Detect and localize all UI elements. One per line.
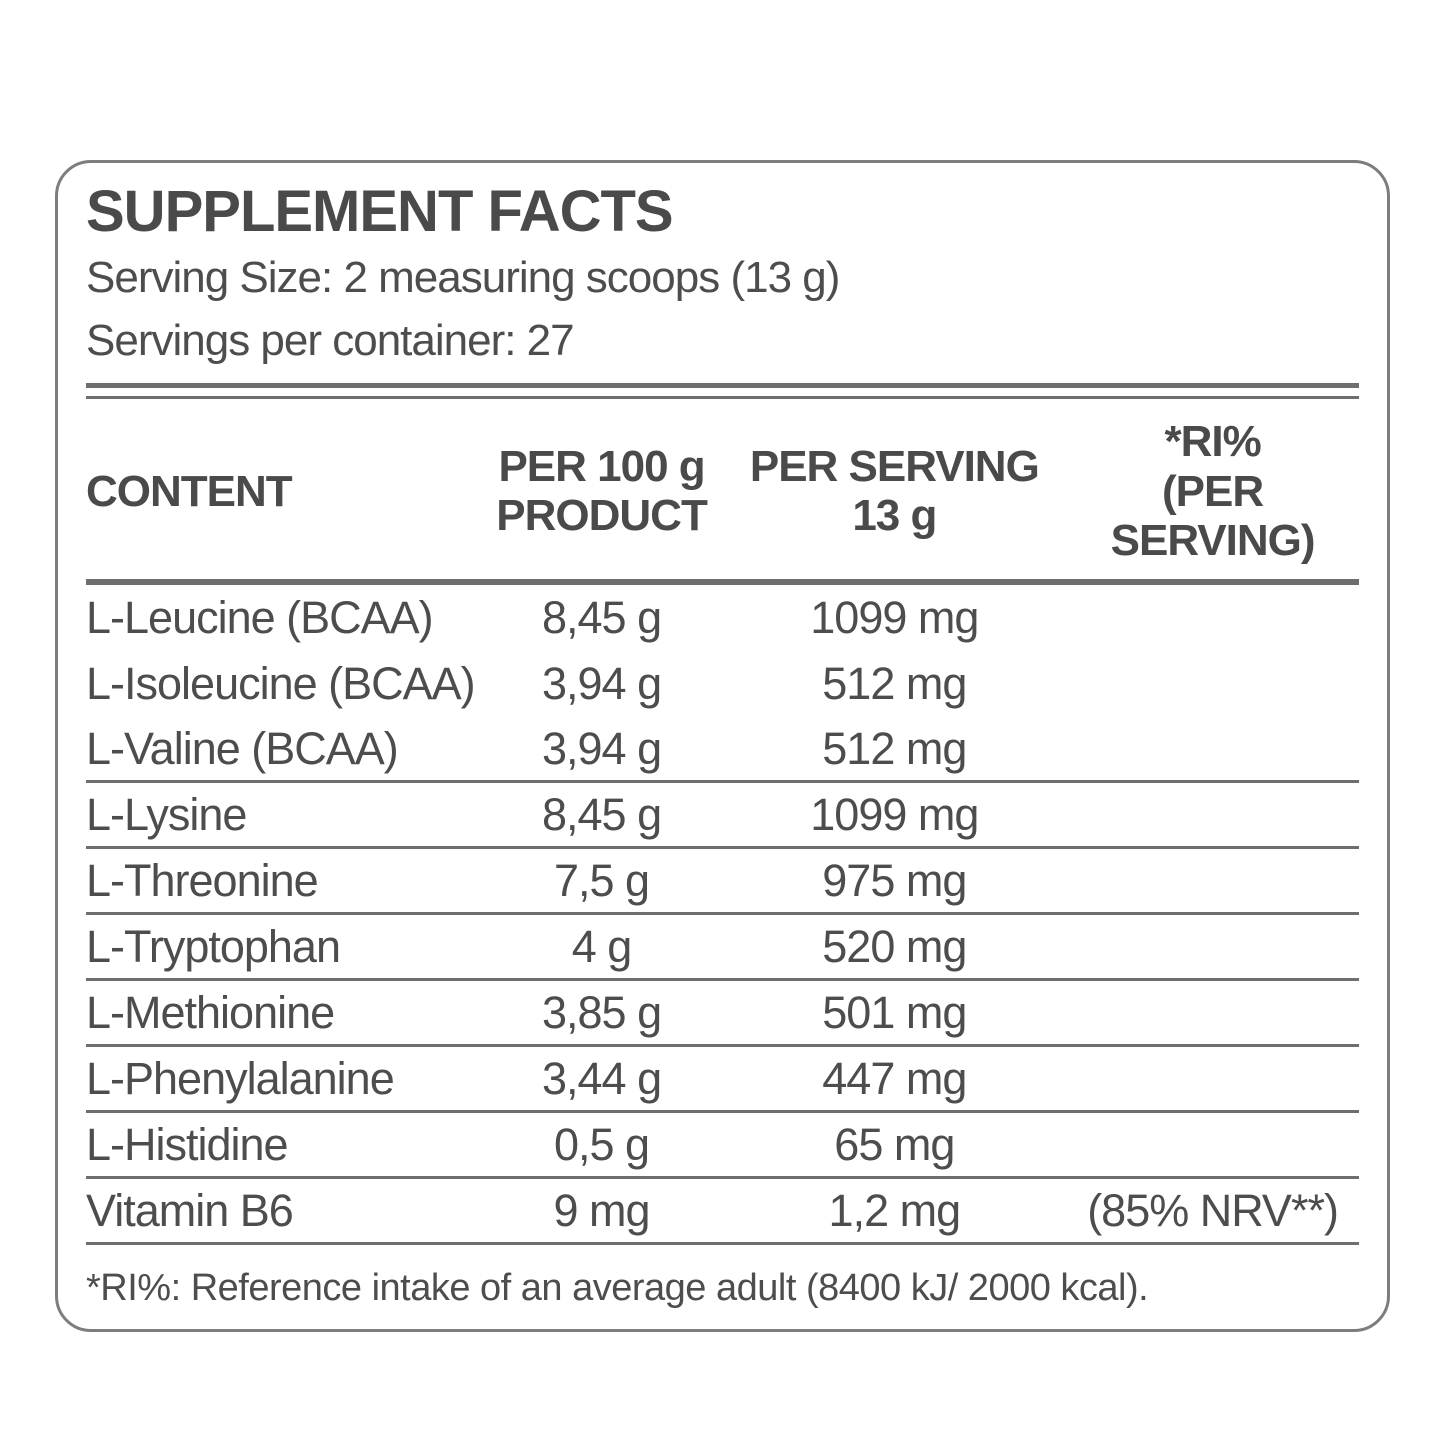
per-100g-cell: 9 mg xyxy=(553,1184,651,1236)
per-serving-cell: 512 mg xyxy=(822,722,967,774)
content-cell: L-Lysine xyxy=(86,788,247,840)
per-serving-cell: 1099 mg xyxy=(810,592,979,644)
table-row: L-Isoleucine (BCAA) 3,94 g 512 mg xyxy=(86,651,1359,717)
per-100g-cell: 3,44 g xyxy=(541,1052,662,1104)
per-serving-cell: 65 mg xyxy=(834,1118,955,1170)
per-100g-cell: 0,5 g xyxy=(554,1118,650,1170)
supplement-facts-panel: SUPPLEMENT FACTS Serving Size: 2 measuri… xyxy=(55,160,1390,1332)
per-serving-cell: 501 mg xyxy=(822,986,967,1038)
per-100g-cell: 8,45 g xyxy=(541,788,662,840)
table-row: L-Methionine 3,85 g 501 mg xyxy=(86,981,1359,1048)
header-per-100g: PER 100 g PRODUCT xyxy=(481,442,723,541)
table-row: L-Valine (BCAA) 3,94 g 512 mg xyxy=(86,717,1359,784)
ri-cell: (85% NRV**) xyxy=(1087,1184,1339,1236)
content-cell: L-Valine (BCAA) xyxy=(86,722,399,774)
table-row: L-Lysine 8,45 g 1099 mg xyxy=(86,783,1359,850)
content-cell: L-Threonine xyxy=(86,854,319,906)
per-serving-cell: 447 mg xyxy=(822,1052,967,1104)
panel-title: SUPPLEMENT FACTS xyxy=(86,179,674,244)
header-per-serving-line1: PER SERVING xyxy=(749,441,1040,491)
table-header-row: CONTENT PER 100 g PRODUCT PER SERVING 13… xyxy=(86,399,1359,586)
divider-thin xyxy=(86,396,1359,400)
per-100g-cell: 8,45 g xyxy=(541,592,662,644)
header-per-serving: PER SERVING 13 g xyxy=(722,442,1066,541)
table-row: L-Threonine 7,5 g 975 mg xyxy=(86,849,1359,916)
per-serving-cell: 1099 mg xyxy=(810,788,979,840)
per-100g-cell: 3,85 g xyxy=(541,986,662,1038)
table-row: Vitamin B6 9 mg 1,2 mg (85% NRV**) xyxy=(86,1179,1359,1246)
table-row: L-Histidine 0,5 g 65 mg xyxy=(86,1113,1359,1180)
header-content: CONTENT xyxy=(86,466,293,516)
per-100g-cell: 4 g xyxy=(571,920,633,972)
header-ri-line2: (PER SERVING) xyxy=(1110,466,1316,565)
table-body: L-Leucine (BCAA) 8,45 g 1099 mg L-Isoleucin… xyxy=(86,585,1359,1246)
per-100g-cell: 3,94 g xyxy=(541,658,662,710)
header-per-serving-line2: 13 g xyxy=(852,491,937,541)
content-cell: Vitamin B6 xyxy=(86,1184,294,1236)
divider-thick xyxy=(86,383,1359,389)
per-100g-cell: 3,94 g xyxy=(541,722,662,774)
content-cell: L-Methionine xyxy=(86,986,335,1038)
per-100g-cell: 7,5 g xyxy=(554,854,650,906)
per-serving-cell: 512 mg xyxy=(822,658,967,710)
servings-per-container-text: Servings per container: 27 xyxy=(86,316,575,366)
content-cell: L-Isoleucine (BCAA) xyxy=(86,658,476,710)
per-serving-cell: 975 mg xyxy=(822,854,967,906)
content-cell: L-Tryptophan xyxy=(86,920,341,972)
ri-footnote: *RI%: Reference intake of an average adu… xyxy=(86,1267,1149,1310)
header-ri-line1: *RI% xyxy=(1164,417,1261,467)
per-serving-cell: 520 mg xyxy=(822,920,967,972)
header-per-100g-line2: PRODUCT xyxy=(496,491,708,541)
content-cell: L-Phenylalanine xyxy=(86,1052,395,1104)
table-row: L-Phenylalanine 3,44 g 447 mg xyxy=(86,1047,1359,1114)
table-row: L-Leucine (BCAA) 8,45 g 1099 mg xyxy=(86,585,1359,651)
table-row: L-Tryptophan 4 g 520 mg xyxy=(86,915,1359,982)
per-serving-cell: 1,2 mg xyxy=(828,1184,962,1236)
header-ri: *RI% (PER SERVING) xyxy=(1066,417,1359,565)
content-cell: L-Histidine xyxy=(86,1118,289,1170)
serving-size-text: Serving Size: 2 measuring scoops (13 g) xyxy=(86,252,840,302)
header-per-100g-line1: PER 100 g xyxy=(498,441,705,491)
content-cell: L-Leucine (BCAA) xyxy=(86,592,434,644)
